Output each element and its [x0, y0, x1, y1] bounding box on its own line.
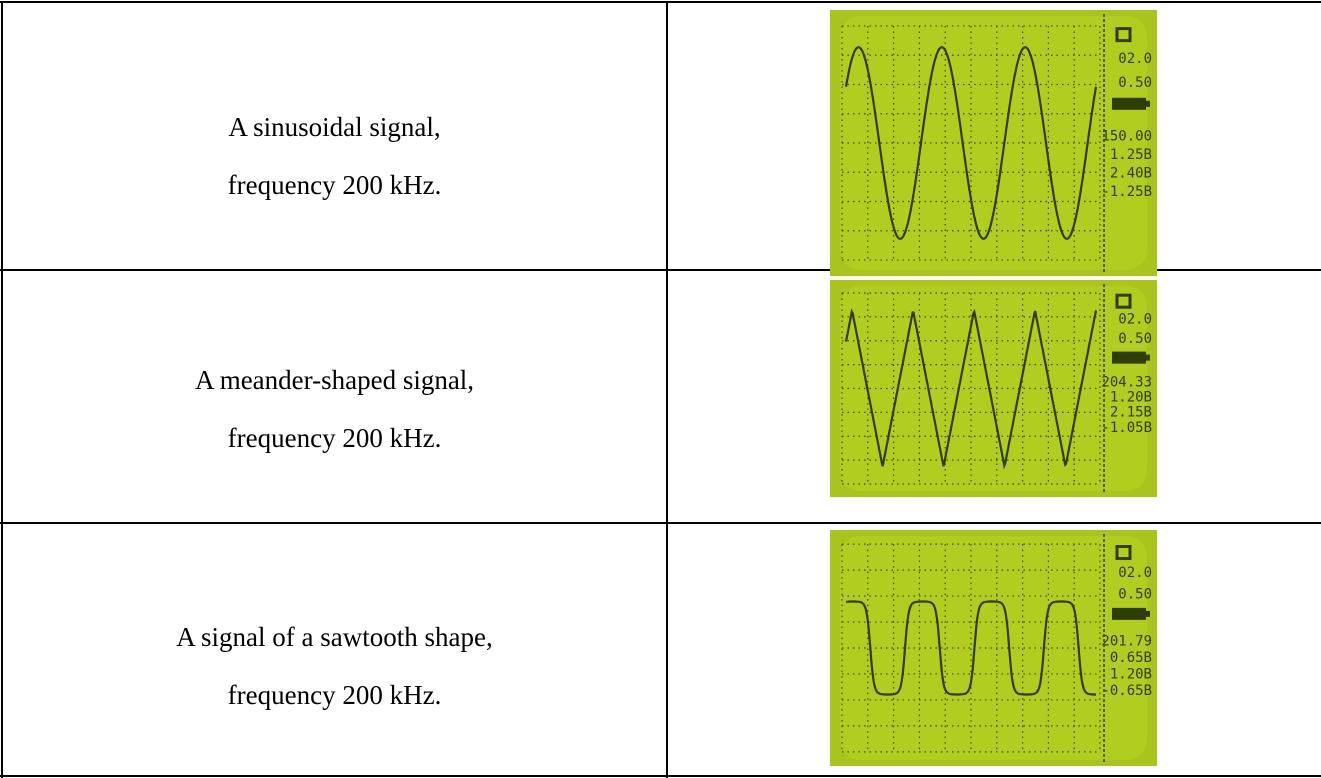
battery-icon	[1112, 351, 1146, 364]
description: A sinusoidal signal, frequency 200 kHz.	[2, 98, 667, 214]
readout: 1.20В	[1110, 667, 1152, 683]
column-divider	[666, 1, 668, 778]
description-line: frequency 200 kHz.	[227, 423, 442, 453]
description-line: A sinusoidal signal,	[228, 112, 441, 142]
readout: 0.65В	[1110, 650, 1152, 666]
battery-tip	[1146, 354, 1150, 361]
table-border	[1, 1, 3, 778]
mode-icon	[1115, 27, 1132, 43]
waveform	[844, 308, 1098, 470]
table-border	[0, 775, 1321, 777]
description-line: frequency 200 kHz.	[227, 170, 442, 200]
battery-icon	[1112, 97, 1146, 110]
readout: 150.00	[1101, 128, 1152, 144]
screen-glow	[840, 536, 1147, 760]
readout: 0.50	[1118, 75, 1152, 91]
readout: 1.20В	[1110, 390, 1152, 406]
readout: 1.25В	[1110, 147, 1152, 163]
readout: 0.50	[1118, 331, 1152, 347]
readout: 02.0	[1118, 311, 1152, 327]
mode-icon	[1115, 293, 1132, 309]
readout: 2.40В	[1110, 166, 1152, 182]
readout: -1.05В	[1101, 420, 1152, 436]
description: A signal of a sawtooth shape, frequency …	[2, 608, 667, 724]
waveform	[844, 46, 1098, 240]
description-line: A signal of a sawtooth shape,	[176, 622, 493, 652]
description-line: A meander-shaped signal,	[194, 365, 475, 395]
readout: 02.0	[1118, 51, 1152, 67]
row-divider	[0, 269, 1321, 271]
readout: 2.15В	[1110, 405, 1152, 421]
readout: 02.0	[1118, 565, 1152, 581]
battery-icon	[1112, 607, 1146, 620]
readout: 201.79	[1101, 634, 1152, 650]
mode-icon	[1115, 545, 1132, 561]
readout: 204.33	[1101, 374, 1152, 390]
waveform	[845, 600, 1096, 696]
readout: -1.25В	[1101, 184, 1152, 200]
row-divider	[0, 522, 1321, 524]
screen-glow	[840, 16, 1147, 270]
oscilloscope-screen: 02.0 0.50 150.00 1.25В 2.40В -1.25В	[830, 10, 1157, 276]
description-line: frequency 200 kHz.	[227, 680, 442, 710]
table-border	[0, 1, 1321, 3]
battery-tip	[1146, 100, 1150, 107]
description: A meander-shaped signal, frequency 200 k…	[2, 351, 667, 467]
battery-tip	[1146, 610, 1150, 617]
readout: 0.50	[1118, 586, 1152, 602]
readout: -0.65В	[1101, 683, 1152, 699]
